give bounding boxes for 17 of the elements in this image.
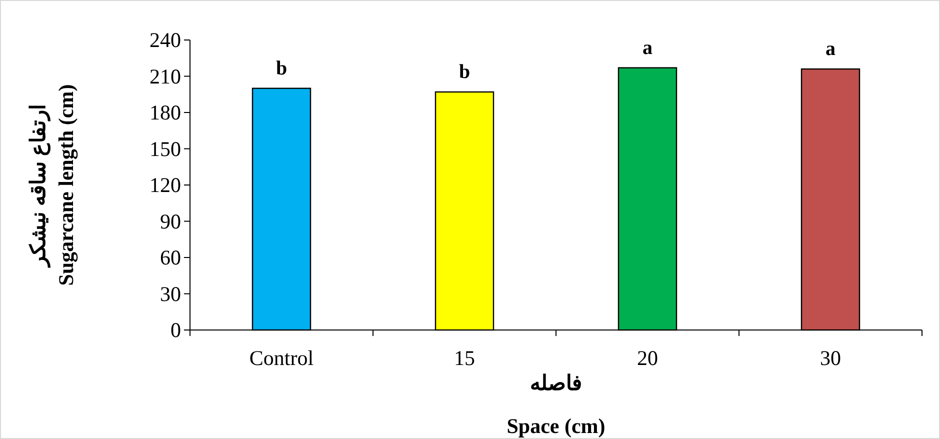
x-tick-label: Control [249, 346, 314, 370]
x-tick-label: 30 [820, 346, 841, 370]
y-tick-label: 90 [160, 209, 181, 234]
y-tick-label: 60 [160, 246, 181, 270]
y-tick-label: 150 [150, 136, 181, 161]
y-tick-label: 0 [170, 318, 181, 342]
annotation: a [826, 38, 836, 60]
annotation: a [642, 36, 652, 59]
annotation: b [276, 57, 288, 80]
y-tick-label: 240 [150, 28, 181, 52]
annotation: b [458, 60, 470, 83]
y-tick-label: 120 [150, 173, 181, 197]
x-tick-label: 15 [454, 346, 475, 370]
y-tick-label: 30 [160, 282, 181, 306]
y-tick-label: 210 [150, 64, 181, 88]
y-tick-label: 180 [150, 100, 181, 124]
x-tick-label: 20 [637, 346, 658, 370]
